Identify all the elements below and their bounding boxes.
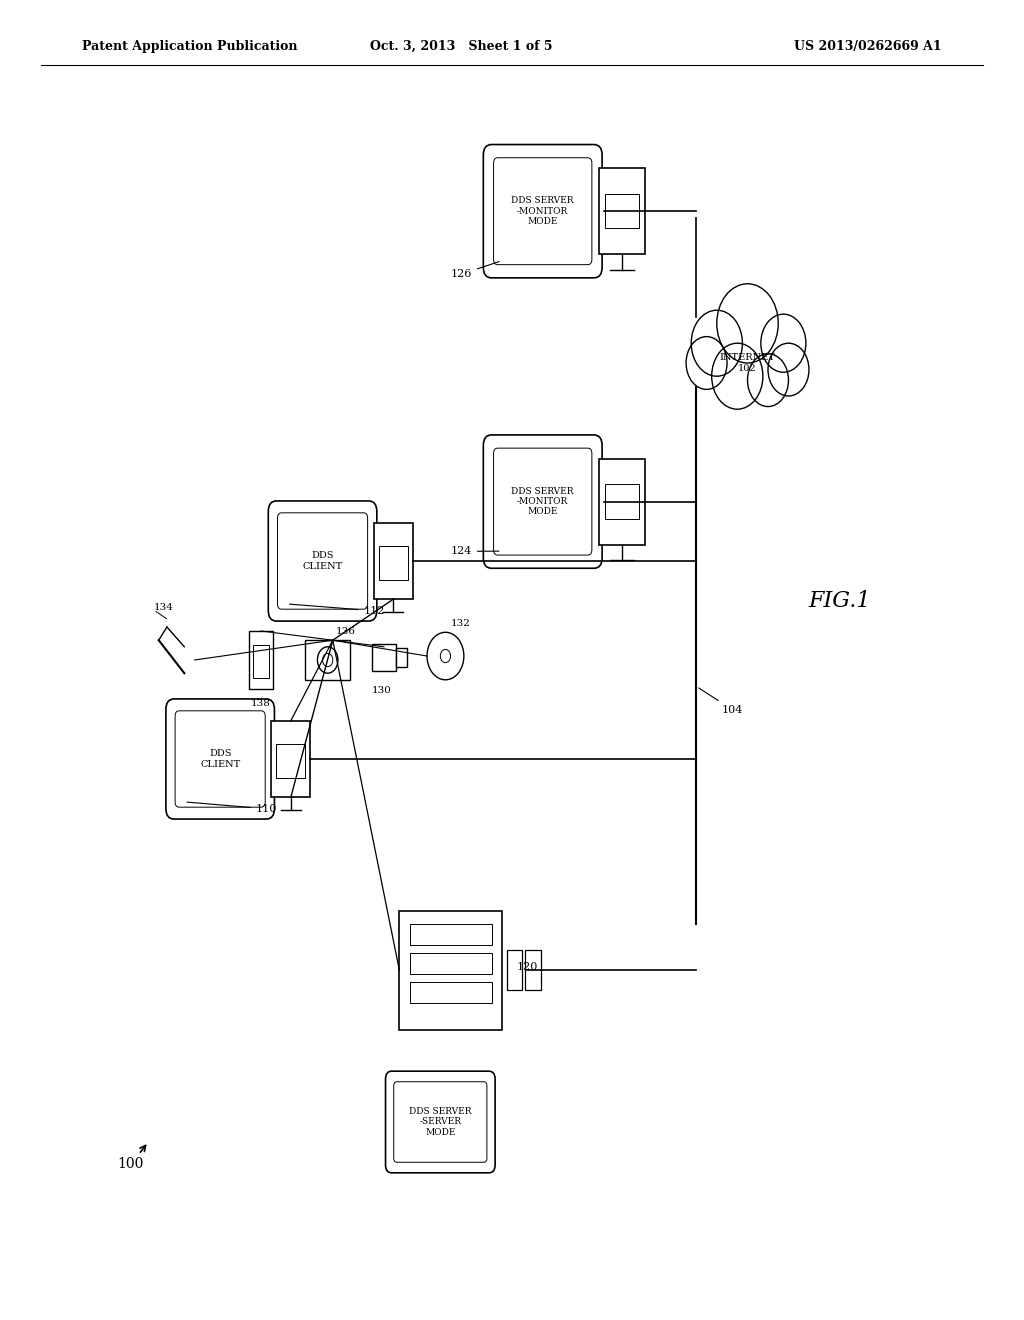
Bar: [374, 523, 413, 599]
Bar: [399, 911, 502, 1030]
Bar: [605, 194, 639, 228]
Circle shape: [712, 343, 763, 409]
Bar: [410, 924, 492, 945]
Circle shape: [761, 314, 806, 372]
Text: Oct. 3, 2013   Sheet 1 of 5: Oct. 3, 2013 Sheet 1 of 5: [370, 40, 552, 53]
Bar: [276, 743, 305, 777]
Text: 112: 112: [290, 605, 385, 616]
Bar: [271, 721, 310, 797]
Text: DDS SERVER
-SERVER
MODE: DDS SERVER -SERVER MODE: [409, 1107, 472, 1137]
FancyBboxPatch shape: [278, 513, 368, 610]
FancyBboxPatch shape: [393, 1082, 487, 1162]
Text: 130: 130: [372, 686, 391, 696]
Text: DDS
CLIENT: DDS CLIENT: [200, 750, 241, 768]
FancyBboxPatch shape: [166, 700, 274, 818]
Circle shape: [748, 354, 788, 407]
Text: 124: 124: [451, 546, 499, 557]
Bar: [253, 645, 269, 678]
Bar: [249, 631, 273, 689]
Text: FIG.1: FIG.1: [808, 590, 871, 611]
Text: 104: 104: [698, 688, 743, 715]
FancyBboxPatch shape: [483, 436, 602, 568]
FancyBboxPatch shape: [385, 1072, 496, 1172]
Bar: [507, 950, 522, 990]
Text: Patent Application Publication: Patent Application Publication: [82, 40, 297, 53]
Text: 126: 126: [451, 261, 499, 280]
Bar: [599, 168, 645, 253]
Text: 134: 134: [154, 603, 173, 612]
Bar: [305, 640, 350, 680]
FancyBboxPatch shape: [483, 144, 602, 279]
Circle shape: [768, 343, 809, 396]
FancyBboxPatch shape: [494, 158, 592, 264]
Text: 120: 120: [517, 962, 539, 973]
Circle shape: [717, 284, 778, 363]
Bar: [605, 484, 639, 519]
FancyBboxPatch shape: [268, 502, 377, 622]
Text: DDS SERVER
-MONITOR
MODE: DDS SERVER -MONITOR MODE: [511, 197, 574, 226]
Bar: [379, 545, 408, 581]
Bar: [410, 982, 492, 1003]
Text: 138: 138: [251, 700, 270, 709]
FancyBboxPatch shape: [494, 447, 592, 554]
Bar: [599, 458, 645, 544]
Text: 100: 100: [118, 1146, 145, 1171]
Text: 136: 136: [336, 627, 355, 636]
Circle shape: [686, 337, 727, 389]
Bar: [372, 644, 396, 671]
Bar: [410, 953, 492, 974]
Text: 110: 110: [187, 803, 278, 814]
FancyBboxPatch shape: [175, 710, 265, 807]
Text: DDS SERVER
-MONITOR
MODE: DDS SERVER -MONITOR MODE: [511, 487, 574, 516]
Circle shape: [691, 310, 742, 376]
Bar: [525, 950, 541, 990]
Text: US 2013/0262669 A1: US 2013/0262669 A1: [795, 40, 942, 53]
Text: 132: 132: [451, 619, 470, 628]
Text: DDS
CLIENT: DDS CLIENT: [302, 552, 343, 570]
Text: INTERNET
102: INTERNET 102: [720, 354, 775, 372]
Bar: [396, 648, 407, 667]
